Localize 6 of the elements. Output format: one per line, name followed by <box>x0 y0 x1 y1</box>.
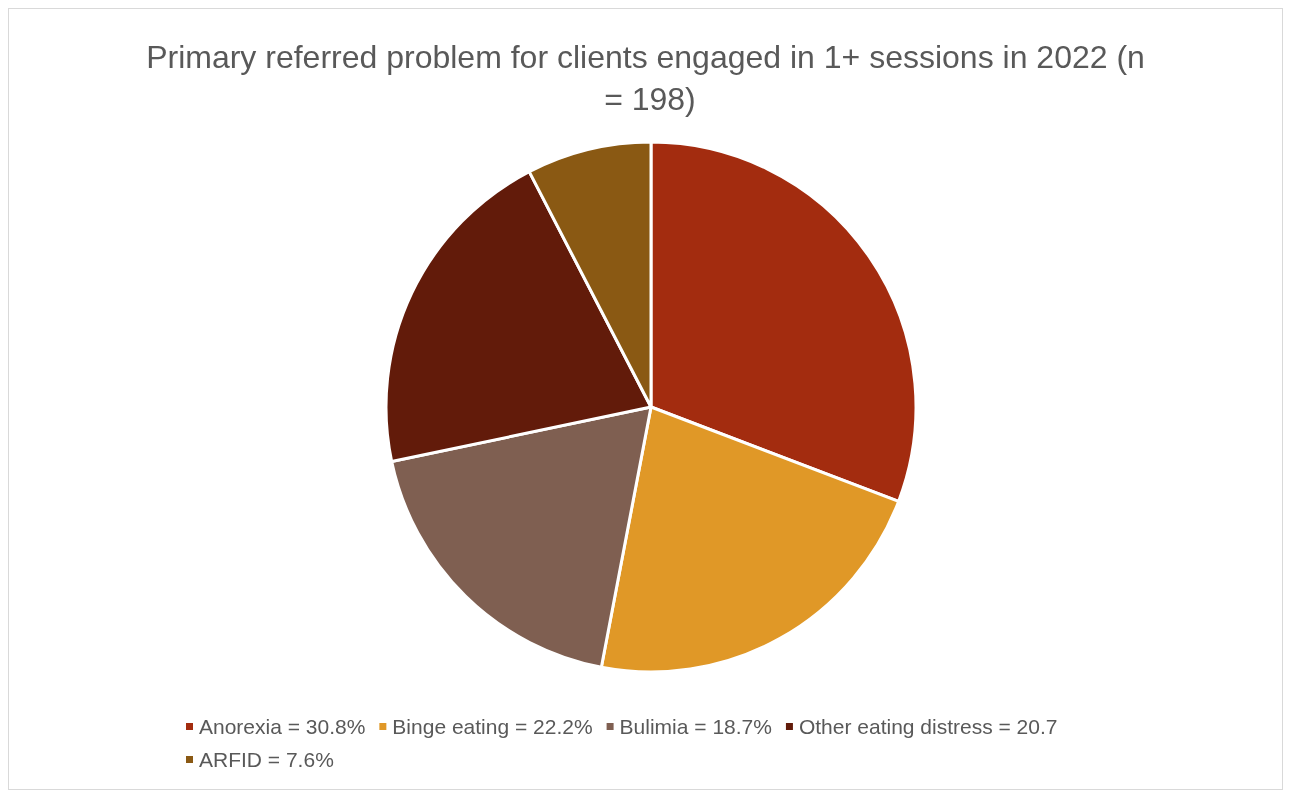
legend-label: Bulimia = 18.7% <box>619 715 772 738</box>
legend-label: ARFID = 7.6% <box>199 748 334 771</box>
legend-label: Other eating distress = 20.7 <box>798 715 1058 738</box>
chart-title: Primary referred problem for clients engaged in 1+ sessions in 2022 (n = 198) <box>146 39 1145 117</box>
legend-label: Anorexia = 30.8% <box>199 715 366 738</box>
legend-label: Binge eating = 22.2% <box>392 715 593 738</box>
